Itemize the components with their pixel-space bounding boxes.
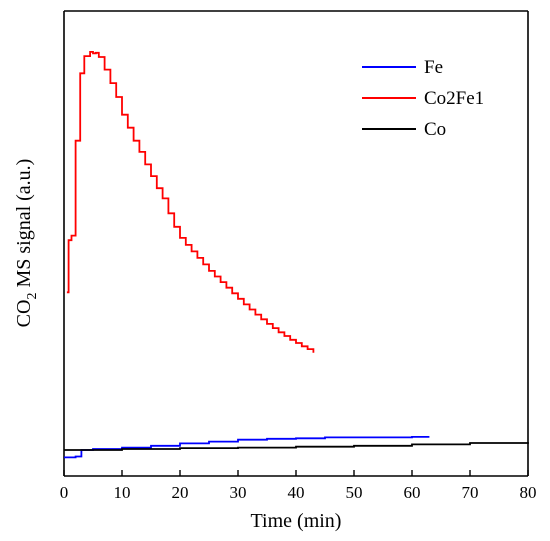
series-layer — [64, 51, 529, 459]
x-tick-label: 50 — [346, 483, 363, 502]
x-tick-label: 30 — [230, 483, 247, 502]
x-axis-title: Time (min) — [251, 510, 342, 532]
y-axis-title: CO2 MS signal (a.u.) — [13, 159, 40, 328]
legend: Fe Co2Fe1 Co — [362, 57, 484, 140]
x-tick-label: 0 — [60, 483, 69, 502]
x-ticks: 0 10 20 30 40 50 60 70 80 — [60, 470, 537, 502]
x-tick-label: 80 — [520, 483, 537, 502]
x-tick-label: 20 — [172, 483, 189, 502]
x-tick-label: 60 — [404, 483, 421, 502]
x-tick-label: 40 — [288, 483, 305, 502]
legend-label-fe: Fe — [424, 57, 443, 78]
legend-label-co: Co — [424, 119, 446, 140]
series-line-co — [64, 442, 529, 451]
y-axis-title-rest: MS signal (a.u.) — [13, 159, 35, 293]
y-axis-title-main: CO — [13, 300, 35, 328]
series-line-co2fe1 — [66, 51, 315, 353]
x-tick-label: 70 — [462, 483, 479, 502]
x-tick-label: 10 — [114, 483, 131, 502]
y-axis-title-subscript: 2 — [25, 293, 40, 300]
legend-label-co2fe1: Co2Fe1 — [424, 88, 484, 109]
